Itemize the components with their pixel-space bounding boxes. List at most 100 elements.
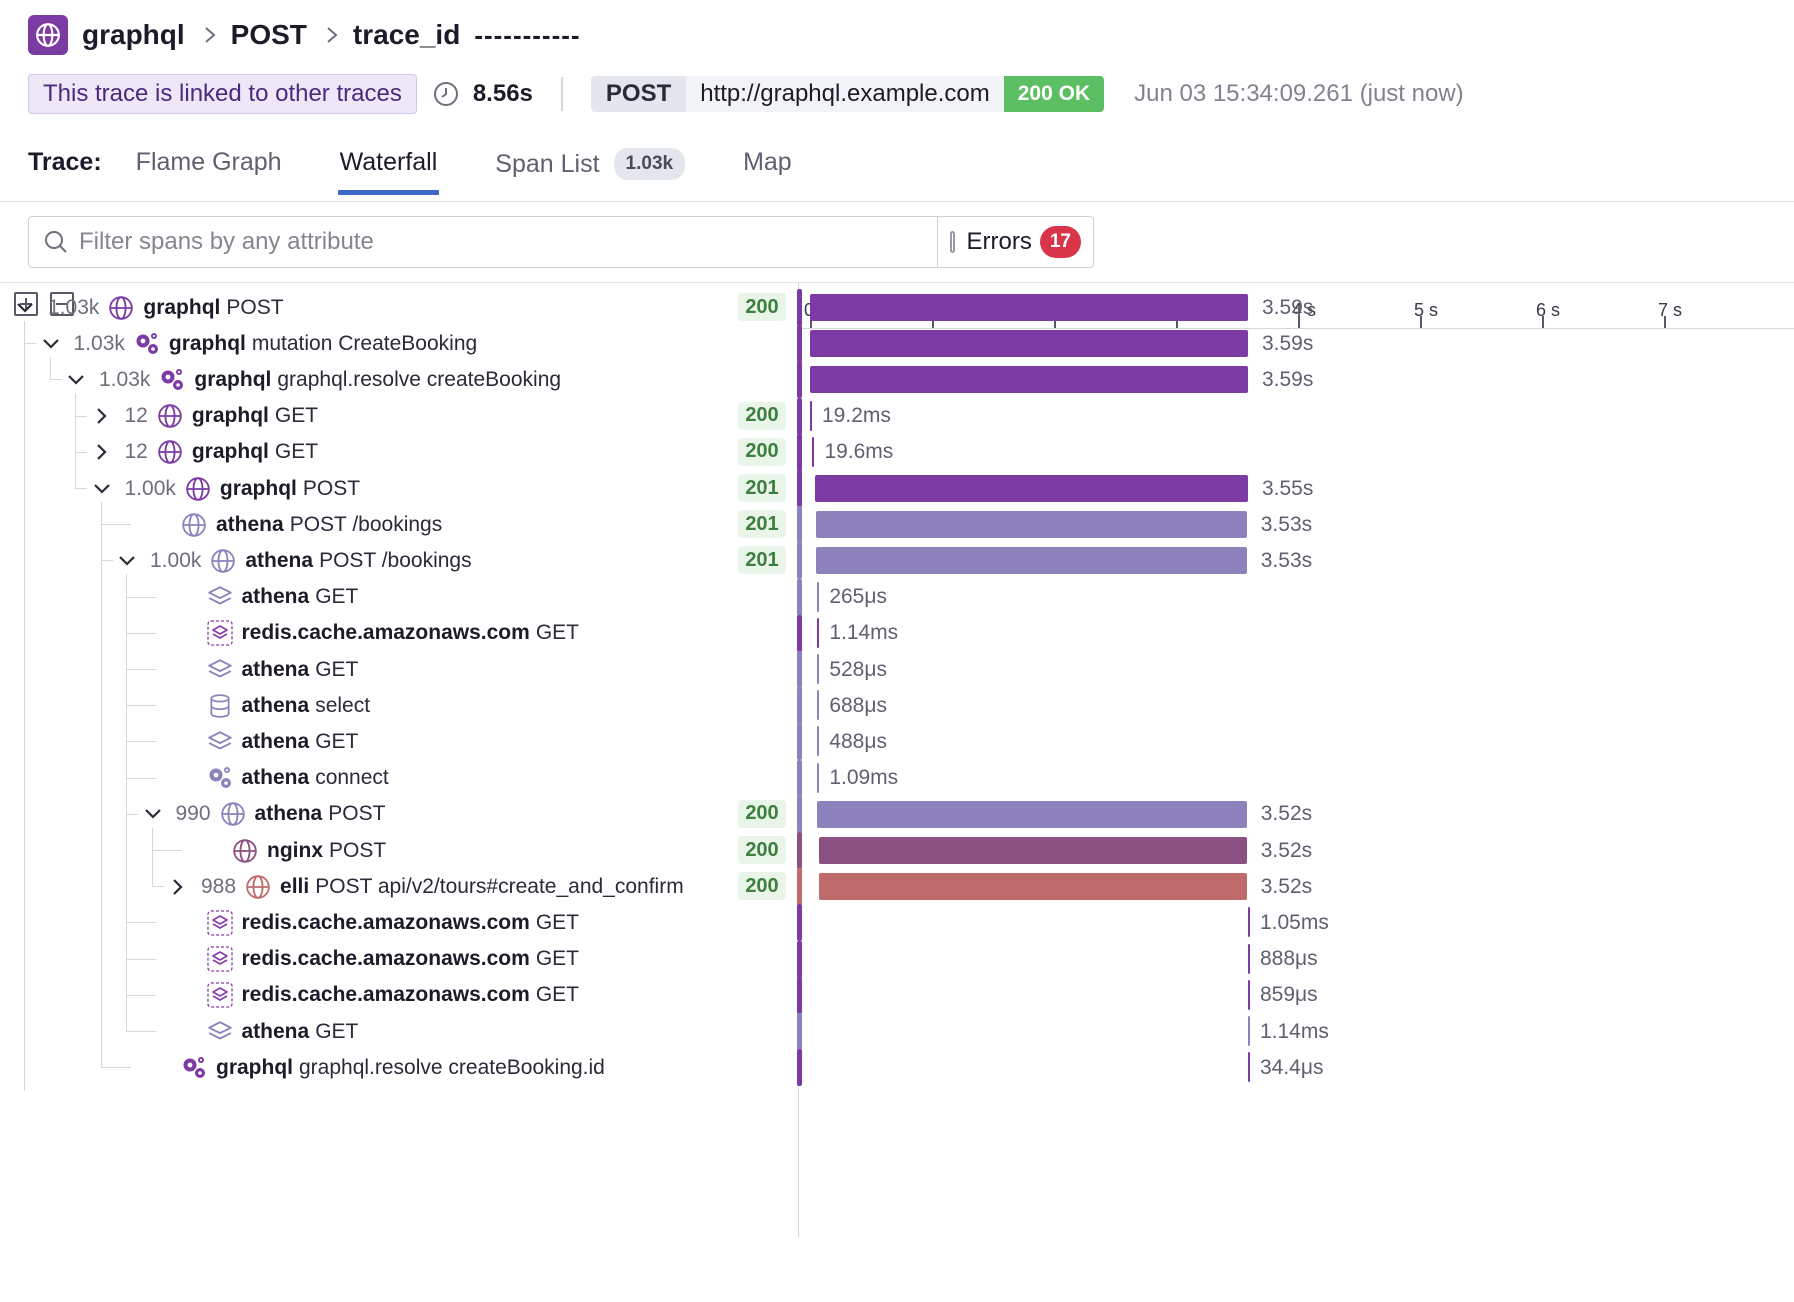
span-service: redis.cache.amazonaws.com (241, 621, 530, 645)
span-label[interactable]: 988 elli POST api/v2/tours#create_and_conf… (167, 866, 684, 907)
chevron-right-icon[interactable] (167, 876, 189, 898)
span-label[interactable]: 12 graphql GET (91, 396, 318, 437)
span-label[interactable]: 990 athena POST (142, 794, 385, 835)
span-label[interactable]: graphql graphql.resolve createBooking.id (180, 1047, 605, 1088)
span-label[interactable]: redis.cache.amazonaws.com GET (206, 613, 579, 654)
span-label[interactable]: athena GET (206, 649, 358, 690)
span-row[interactable]: athena connect 1.09ms (0, 758, 1794, 799)
span-bar[interactable] (1247, 979, 1250, 1010)
span-bar[interactable] (1247, 1016, 1250, 1046)
search-placeholder: Filter spans by any attribute (79, 228, 374, 255)
span-service: athena (241, 1019, 310, 1043)
chevron-down-icon[interactable] (142, 803, 164, 825)
span-bar[interactable] (817, 690, 820, 721)
span-label[interactable]: 12 graphql GET (91, 432, 318, 473)
chevron-down-icon[interactable] (40, 333, 62, 355)
expand-all-button[interactable] (14, 292, 38, 316)
span-bar[interactable] (817, 762, 820, 793)
span-bar[interactable] (812, 436, 815, 467)
chevron-down-icon[interactable] (14, 297, 36, 319)
span-bar[interactable] (816, 547, 1247, 575)
gears-icon (206, 764, 234, 792)
linked-traces-badge[interactable]: This trace is linked to other traces (28, 74, 417, 114)
span-label[interactable]: redis.cache.amazonaws.com GET (206, 902, 579, 943)
tab-map[interactable]: Map (743, 148, 792, 176)
span-bar[interactable] (818, 873, 1247, 901)
span-label[interactable]: 1.00k athena POST /bookings (116, 540, 472, 581)
span-row[interactable]: 12 graphql GET 200 19.6ms (0, 432, 1794, 473)
chevron-down-icon[interactable] (116, 550, 138, 572)
span-row[interactable]: 1.00k graphql POST 201 3.55s (0, 468, 1794, 509)
search-input[interactable]: Filter spans by any attribute (29, 228, 937, 256)
span-row[interactable]: 1.03k graphql graphql.resolve createBookin… (0, 359, 1794, 400)
span-row[interactable]: nginx POST 200 3.52s (0, 830, 1794, 871)
axis-tick-label: 6 s (1536, 300, 1561, 320)
span-row[interactable]: redis.cache.amazonaws.com GET 1.05ms (0, 902, 1794, 943)
span-row[interactable]: athena GET 488μs (0, 721, 1794, 762)
span-row[interactable]: 1.03k graphql mutation CreateBooking 3.59s (0, 323, 1794, 364)
span-row[interactable]: graphql graphql.resolve createBooking.id 3… (0, 1047, 1794, 1088)
globe-icon (209, 547, 237, 575)
span-label[interactable]: athena GET (206, 577, 358, 618)
span-bar[interactable] (817, 581, 820, 612)
span-resource: GET (535, 621, 579, 645)
span-row[interactable]: redis.cache.amazonaws.com GET 859μs (0, 975, 1794, 1016)
span-bar[interactable] (817, 726, 820, 757)
errors-checkbox[interactable] (950, 231, 955, 253)
span-label[interactable]: 1.00k graphql POST (91, 468, 360, 509)
span-bar[interactable] (816, 511, 1247, 539)
span-label[interactable]: 1.03k graphql POST (14, 287, 284, 328)
http-url[interactable]: http://graphql.example.com (686, 76, 1004, 112)
span-row[interactable]: 1.03k graphql POST 200 3.59s (0, 287, 1794, 328)
span-bar[interactable] (814, 475, 1248, 502)
span-row[interactable]: redis.cache.amazonaws.com GET 888μs (0, 939, 1794, 980)
span-bar[interactable] (817, 800, 1247, 828)
span-row[interactable]: athena GET 265μs (0, 577, 1794, 618)
tab-span-list[interactable]: Span List 1.03k (495, 148, 686, 180)
span-bar[interactable] (1247, 1052, 1250, 1083)
trace-id-value[interactable]: ----------- (474, 19, 581, 50)
child-count: 1.00k (150, 548, 202, 572)
span-bar[interactable] (1247, 943, 1250, 974)
chevron-down-icon[interactable] (65, 369, 87, 391)
tab-flame-graph[interactable]: Flame Graph (135, 148, 282, 176)
span-row[interactable]: athena select 688μs (0, 685, 1794, 726)
span-label[interactable]: athena POST /bookings (180, 504, 442, 545)
span-row[interactable]: 990 athena POST 200 3.52s (0, 794, 1794, 835)
span-label[interactable]: 1.03k graphql graphql.resolve createBookin… (65, 359, 561, 400)
span-bar[interactable] (810, 330, 1248, 358)
span-label[interactable]: redis.cache.amazonaws.com GET (206, 975, 579, 1016)
span-row[interactable]: 988 elli POST api/v2/tours#create_and_conf… (0, 866, 1794, 907)
span-bar[interactable] (810, 366, 1248, 394)
tree-connector (100, 560, 113, 562)
span-label[interactable]: athena select (206, 685, 370, 726)
span-row[interactable]: athena POST /bookings 201 3.53s (0, 504, 1794, 545)
span-label[interactable]: nginx POST (231, 830, 386, 871)
errors-toggle[interactable]: Errors 17 (937, 217, 1093, 267)
breadcrumb-service[interactable]: graphql (82, 19, 185, 50)
span-bar[interactable] (810, 294, 1248, 321)
span-label[interactable]: 1.03k graphql mutation CreateBooking (40, 323, 477, 364)
span-label[interactable]: athena GET (206, 721, 358, 762)
span-bar[interactable] (817, 654, 820, 684)
span-label[interactable]: athena connect (206, 758, 389, 799)
span-row[interactable]: athena GET 528μs (0, 649, 1794, 690)
span-bar[interactable] (818, 837, 1247, 864)
span-bar[interactable] (817, 617, 820, 648)
span-row[interactable]: 1.00k athena POST /bookings 201 3.53s (0, 540, 1794, 581)
span-label[interactable]: athena GET (206, 1011, 358, 1052)
span-service: graphql (168, 331, 246, 355)
chevron-down-icon[interactable] (91, 478, 113, 500)
span-row[interactable]: redis.cache.amazonaws.com GET 1.14ms (0, 613, 1794, 654)
chevron-right-icon[interactable] (91, 405, 113, 427)
breadcrumb-method[interactable]: POST (230, 19, 307, 50)
collapse-all-button[interactable] (50, 292, 74, 316)
span-label[interactable]: redis.cache.amazonaws.com GET (206, 939, 579, 980)
chevron-right-icon[interactable] (91, 441, 113, 463)
span-row[interactable]: 12 graphql GET 200 19.2ms (0, 396, 1794, 437)
span-bar[interactable] (810, 400, 812, 431)
span-row[interactable]: athena GET 1.14ms (0, 1011, 1794, 1052)
axis-tick (810, 316, 812, 328)
tab-waterfall[interactable]: Waterfall (337, 148, 439, 195)
span-bar[interactable] (1247, 907, 1250, 938)
